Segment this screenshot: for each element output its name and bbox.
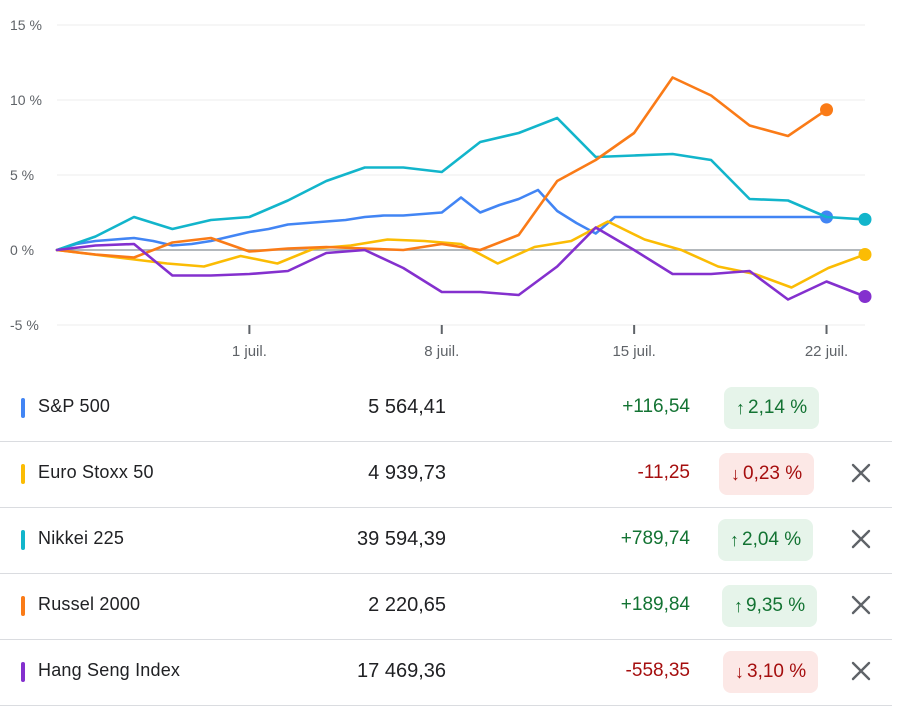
series-color-swatch xyxy=(21,596,25,616)
series-line-russel-2000 xyxy=(55,76,828,259)
series-line-hang-seng-index xyxy=(55,226,867,301)
percent-change-value: 2,04 % xyxy=(742,529,802,550)
index-name: Euro Stoxx 50 xyxy=(38,462,154,482)
index-price: 4 939,73 xyxy=(368,462,446,484)
index-price: 39 594,39 xyxy=(357,528,446,550)
index-row[interactable]: Hang Seng Index 17 469,36 -558,35 ↓ 3,10 % xyxy=(0,640,892,706)
index-row[interactable]: S&P 500 5 564,41 +116,54 ↑ 2,14 % xyxy=(0,376,892,442)
series-color-swatch xyxy=(21,398,25,418)
series-color-swatch xyxy=(21,662,25,682)
series-color-swatch xyxy=(21,530,25,550)
series-end-marker-hang-seng-index xyxy=(858,290,872,303)
series-line-nikkei-225 xyxy=(55,116,867,252)
y-tick-label: 15 % xyxy=(10,17,42,33)
index-name: Russel 2000 xyxy=(38,594,141,614)
percent-change-badge: ↓ 0,23 % xyxy=(719,453,815,495)
index-name: Hang Seng Index xyxy=(38,660,181,680)
y-tick-label: 0 % xyxy=(10,242,34,258)
x-tick-label: 8 juil. xyxy=(424,343,459,360)
series-line-euro-stoxx-50 xyxy=(55,220,867,289)
index-change: +116,54 xyxy=(622,396,690,417)
index-change: +789,74 xyxy=(620,528,690,549)
y-tick-label: -5 % xyxy=(10,317,39,333)
percent-change-badge: ↑ 2,14 % xyxy=(724,387,820,429)
index-name: S&P 500 xyxy=(38,396,111,416)
index-row[interactable]: Nikkei 225 39 594,39 +789,74 ↑ 2,04 % xyxy=(0,508,892,574)
arrow-down-icon: ↓ xyxy=(731,463,740,484)
x-tick-label: 22 juil. xyxy=(805,343,848,360)
index-change: +189,84 xyxy=(620,594,690,615)
series-color-swatch xyxy=(21,464,25,484)
index-table: S&P 500 5 564,41 +116,54 ↑ 2,14 % Euro Stoxx … xyxy=(0,376,892,706)
index-price: 2 220,65 xyxy=(368,594,446,616)
series-end-marker-euro-stoxx-50 xyxy=(858,248,872,261)
percent-change-value: 2,14 % xyxy=(748,397,808,418)
percent-change-value: 3,10 % xyxy=(747,661,807,682)
arrow-up-icon: ↑ xyxy=(734,595,743,616)
index-price: 5 564,41 xyxy=(368,396,446,418)
y-tick-label: 5 % xyxy=(10,167,34,183)
y-tick-label: 10 % xyxy=(10,92,42,108)
series-end-marker-nikkei-225 xyxy=(858,212,872,226)
close-icon[interactable] xyxy=(846,458,876,488)
close-icon[interactable] xyxy=(846,524,876,554)
index-row[interactable]: Russel 2000 2 220,65 +189,84 ↑ 9,35 % xyxy=(0,574,892,640)
line-chart: 15 % 10 % 5 % 0 % -5 % 1 juil. 8 juil. 15 juil.… xyxy=(10,17,872,360)
index-row[interactable]: Euro Stoxx 50 4 939,73 -11,25 ↓ 0,23 % xyxy=(0,442,892,508)
percent-change-badge: ↑ 9,35 % xyxy=(722,585,818,627)
index-change: -558,35 xyxy=(625,660,690,681)
x-tick-label: 1 juil. xyxy=(232,343,267,360)
x-tick-label: 15 juil. xyxy=(612,343,655,360)
arrow-up-icon: ↑ xyxy=(736,397,745,418)
series-line-s-p-500 xyxy=(55,188,828,252)
percent-change-badge: ↑ 2,04 % xyxy=(718,519,814,561)
close-icon[interactable] xyxy=(846,590,876,620)
percent-change-value: 9,35 % xyxy=(746,595,806,616)
index-price: 17 469,36 xyxy=(357,660,446,682)
percent-change-badge: ↓ 3,10 % xyxy=(723,651,819,693)
index-change: -11,25 xyxy=(637,462,690,483)
index-name: Nikkei 225 xyxy=(38,528,125,548)
close-icon[interactable] xyxy=(846,656,876,686)
percent-change-value: 0,23 % xyxy=(743,463,803,484)
arrow-down-icon: ↓ xyxy=(735,661,744,682)
series-end-marker-russel-2000 xyxy=(820,103,834,117)
arrow-up-icon: ↑ xyxy=(730,529,739,550)
